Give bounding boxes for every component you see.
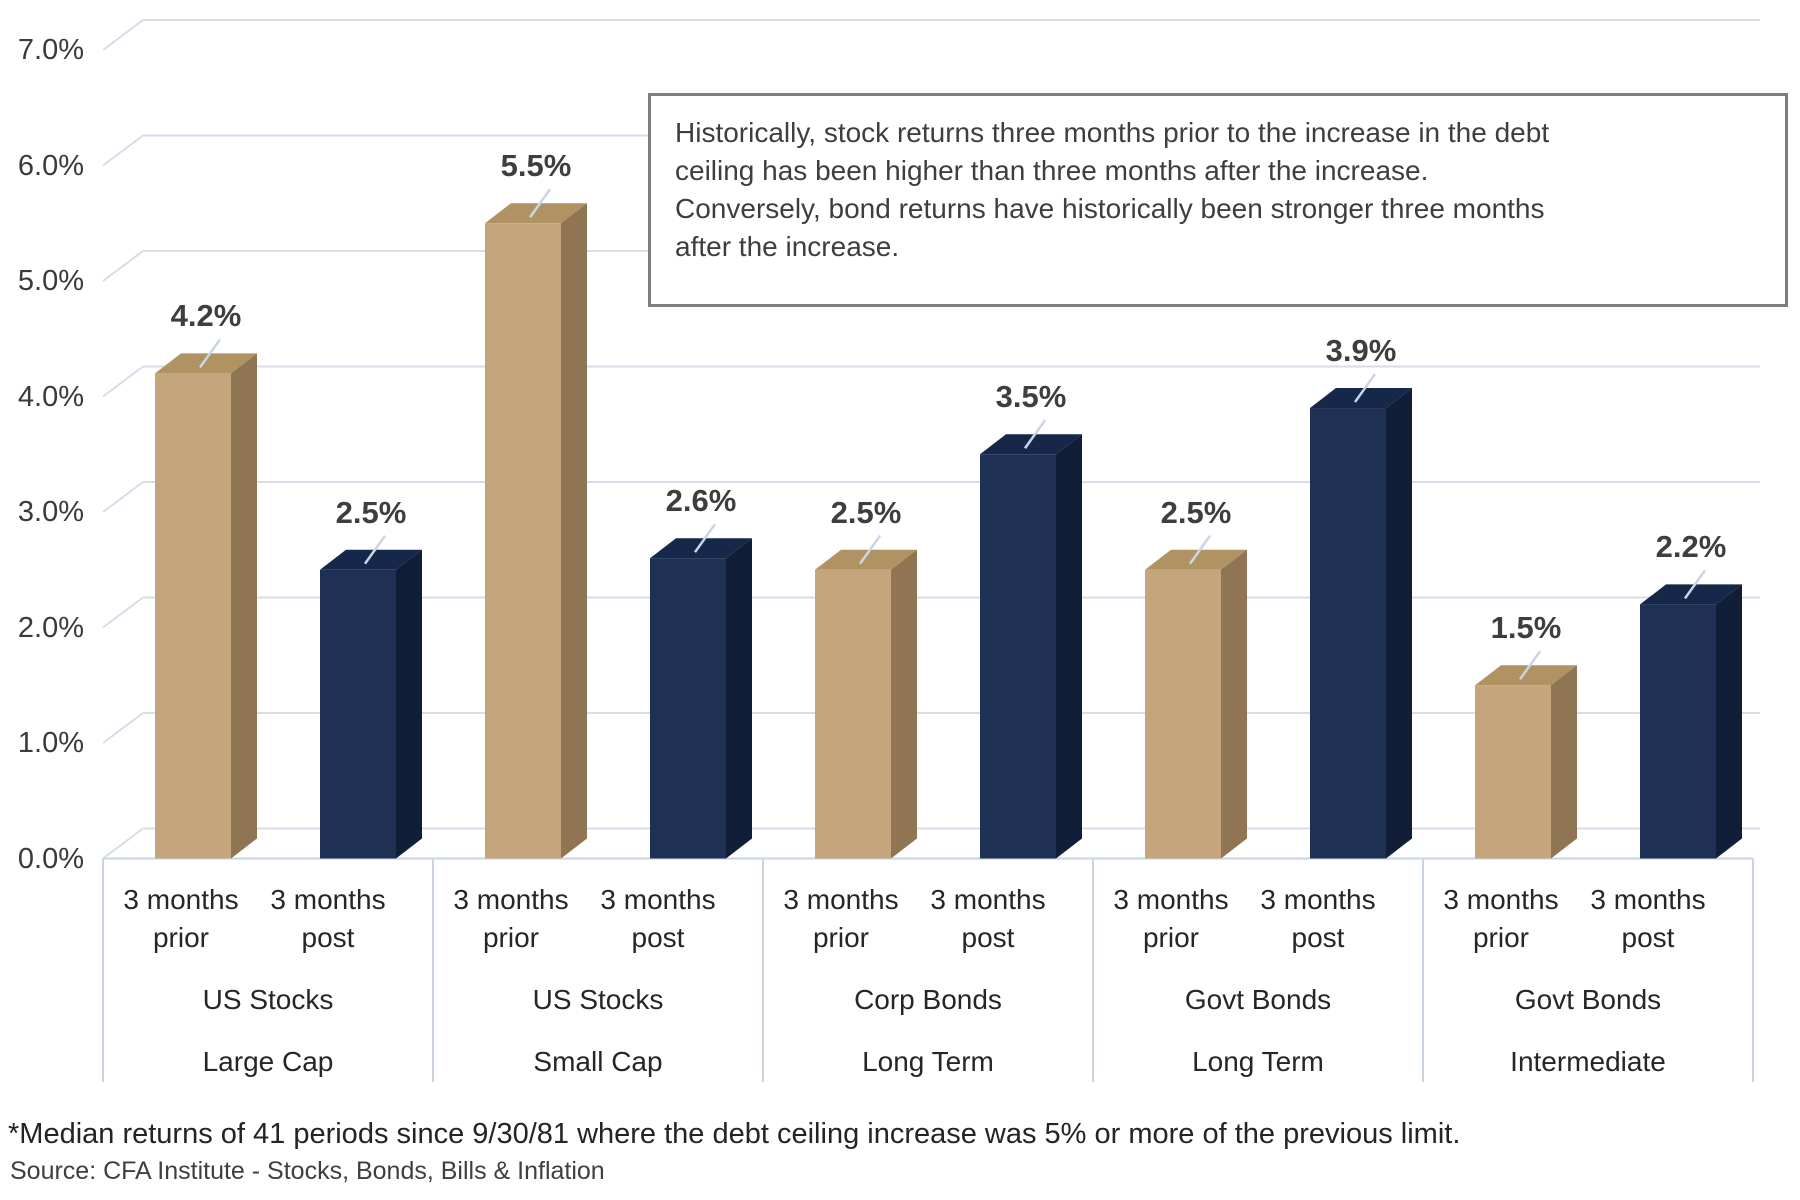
group-segment-label-g1: Large Cap	[202, 1046, 334, 1077]
bar-sublabel-post-g3: 3 months post	[930, 884, 1046, 953]
bar-prior-g1-front-face	[155, 373, 231, 859]
bar-prior-g5-front-face	[1475, 685, 1551, 859]
group-asset-label-g1: US Stocks	[202, 984, 334, 1015]
bar-post-g2-value-label: 2.6%	[665, 483, 737, 519]
bar-prior-g3-side-face	[891, 549, 917, 859]
gridline-diagonal	[102, 596, 144, 629]
bar-post-g1-leader-line	[363, 535, 387, 565]
bar-prior-g5-top-face	[1475, 665, 1577, 686]
bar-prior-g1-side-face	[231, 353, 257, 859]
group-segment-label-g4: Long Term	[1192, 1046, 1324, 1077]
bar-post-g4-side-face	[1386, 388, 1412, 859]
y-tick-label-4: 4.0%	[17, 380, 84, 413]
bar-post-g3-leader-line	[1023, 419, 1047, 449]
bar-sublabel-prior-g4: 3 months prior	[1113, 884, 1229, 953]
bar-post-g5-top-face	[1640, 584, 1742, 605]
y-tick-label-3: 3.0%	[17, 496, 84, 528]
bar-prior-g3-top-face	[815, 549, 917, 570]
bar-post-g5-front-face	[1640, 604, 1716, 859]
bar-post-g1-front-face	[320, 569, 396, 859]
bar-sublabel-prior-g3: 3 months prior	[783, 884, 899, 953]
y-tick-label-5: 5.0%	[17, 265, 84, 297]
footnote: *Median returns of 41 periods since 9/30…	[8, 1118, 1461, 1150]
bar-prior-g3-front-face	[815, 569, 891, 859]
bar-prior-g2-side-face	[561, 203, 587, 859]
bar-sublabel-post-g1: 3 months post	[270, 884, 386, 953]
annotation-text: Historically, stock returns three months…	[675, 117, 1550, 262]
group-segment-label-g3: Long Term	[862, 1046, 994, 1077]
gridline-diagonal	[102, 134, 144, 167]
bar-prior-g3-value-label: 2.5%	[830, 494, 902, 530]
gridline-diagonal	[102, 365, 144, 398]
group-segment-label-g2: Small Cap	[533, 1046, 663, 1077]
group-segment-label-g5: Intermediate	[1510, 1046, 1666, 1077]
bar-prior-g3-leader-line	[858, 535, 882, 565]
bar-prior-g5-side-face	[1551, 665, 1577, 859]
bar-prior-g4-side-face	[1221, 549, 1247, 859]
bar-prior-g2-value-label: 5.5%	[500, 148, 572, 184]
bar-sublabel-prior-g1: 3 months prior	[123, 884, 239, 953]
bar-post-g2-side-face	[726, 538, 752, 859]
bar-post-g1-side-face	[396, 549, 422, 859]
gridline-diagonal	[102, 712, 144, 744]
bar-post-g4-top-face	[1310, 388, 1412, 409]
gridline-diagonal	[102, 250, 144, 282]
group-asset-label-g5: Govt Bonds	[1514, 984, 1662, 1015]
bar-prior-g4-leader-line	[1188, 535, 1212, 565]
bar-post-g3-side-face	[1056, 434, 1082, 859]
bar-post-g4-leader-line	[1353, 373, 1377, 403]
bar-prior-g4-value-label: 2.5%	[1160, 494, 1232, 530]
bar-post-g2-front-face	[650, 558, 726, 859]
group-asset-label-g3: Corp Bonds	[854, 984, 1002, 1015]
bar-sublabel-post-g4: 3 months post	[1260, 884, 1376, 953]
annotation-box: Historically, stock returns three months…	[648, 93, 1788, 307]
gridline-diagonal	[102, 827, 144, 860]
bar-post-g2-top-face	[650, 538, 752, 559]
bar-prior-g4-top-face	[1145, 549, 1247, 570]
bar-prior-g5-leader-line	[1518, 650, 1542, 680]
bar-prior-g1-leader-line	[198, 338, 222, 369]
bar-prior-g2-leader-line	[528, 188, 552, 218]
bar-prior-g4-front-face	[1145, 569, 1221, 859]
y-tick-label-2: 2.0%	[17, 611, 84, 644]
bar-sublabel-prior-g5: 3 months prior	[1443, 884, 1559, 953]
bar-post-g1-value-label: 2.5%	[335, 494, 407, 530]
bar-post-g3-front-face	[980, 454, 1056, 859]
bar-prior-g2-front-face	[485, 223, 561, 859]
gridline-diagonal	[102, 481, 144, 513]
bar-post-g3-top-face	[980, 434, 1082, 455]
y-tick-label-7: 7.0%	[17, 34, 84, 66]
y-tick-label-0: 0.0%	[17, 842, 84, 875]
source-line: Source: CFA Institute - Stocks, Bonds, B…	[10, 1157, 605, 1185]
bar-post-g5-value-label: 2.2%	[1655, 529, 1727, 565]
bar-post-g4-value-label: 3.9%	[1325, 333, 1397, 369]
bar-prior-g1-top-face	[155, 353, 257, 374]
y-tick-label-1: 1.0%	[17, 727, 84, 759]
bar-post-g4-front-face	[1310, 408, 1386, 859]
group-asset-label-g2: US Stocks	[532, 984, 664, 1015]
bar-sublabel-post-g5: 3 months post	[1590, 884, 1706, 953]
bar-sublabel-post-g2: 3 months post	[600, 884, 716, 953]
bar-sublabel-prior-g2: 3 months prior	[453, 884, 569, 953]
bar-post-g3-value-label: 3.5%	[995, 379, 1067, 415]
group-asset-label-g4: Govt Bonds	[1184, 984, 1332, 1015]
gridline-diagonal	[102, 19, 144, 51]
bar-prior-g5-value-label: 1.5%	[1490, 610, 1562, 646]
bar-post-g2-leader-line	[693, 523, 717, 553]
bar-post-g1-top-face	[320, 549, 422, 570]
bar-post-g5-side-face	[1716, 584, 1742, 859]
bar-post-g5-leader-line	[1683, 569, 1707, 600]
y-tick-label-6: 6.0%	[17, 149, 84, 182]
bar-prior-g1-value-label: 4.2%	[170, 298, 242, 334]
bar-prior-g2-top-face	[485, 203, 587, 224]
